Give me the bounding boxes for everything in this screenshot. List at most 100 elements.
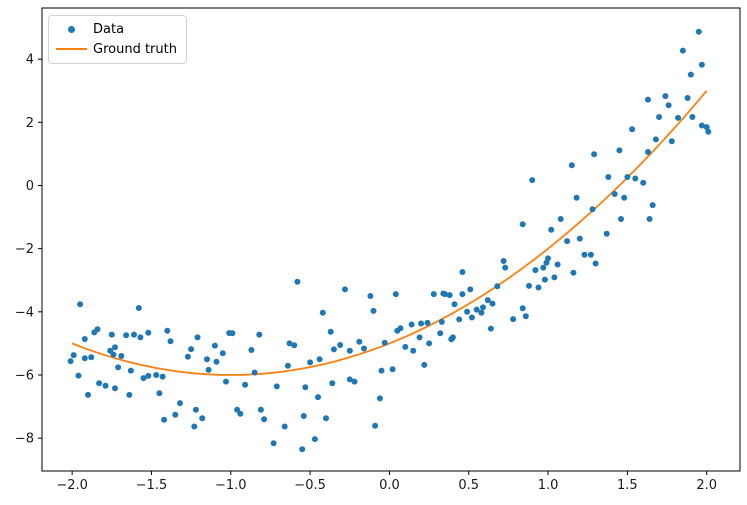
scatter-point — [356, 338, 363, 345]
scatter-point — [421, 361, 428, 368]
scatter-point — [286, 340, 293, 347]
y-tick-label: 0 — [26, 179, 34, 194]
scatter-point — [424, 319, 431, 326]
scatter-point — [408, 321, 415, 328]
scatter-point — [294, 278, 301, 285]
scatter-point — [689, 114, 696, 120]
scatter-point — [81, 355, 88, 362]
scatter-point — [145, 329, 152, 336]
scatter-point — [618, 216, 624, 222]
scatter-point — [299, 446, 306, 453]
legend-marker-area — [49, 25, 93, 33]
scatter-point — [234, 406, 241, 413]
scatter-point — [573, 194, 580, 201]
scatter-point — [587, 251, 594, 258]
scatter-point — [541, 276, 548, 283]
scatter-point — [94, 326, 101, 333]
scatter-point — [451, 301, 458, 308]
scatter-point — [568, 162, 575, 169]
scatter-point — [145, 372, 152, 379]
scatter-point — [487, 325, 494, 332]
scatter-point — [426, 340, 433, 347]
scatter-point — [570, 269, 577, 276]
legend: Data Ground truth — [48, 15, 187, 64]
scatter-point — [330, 346, 337, 353]
scatter-point — [621, 194, 628, 201]
scatter-point — [410, 347, 417, 354]
scatter-point — [652, 136, 659, 143]
scatter-point — [204, 356, 210, 363]
scatter-point — [118, 353, 125, 359]
x-tick-label: −1.5 — [136, 478, 168, 493]
scatter-point — [605, 174, 612, 180]
scatter-point — [381, 339, 388, 346]
scatter-point — [624, 174, 631, 180]
scatter-point — [75, 372, 82, 379]
scatter-point — [342, 286, 348, 293]
scatter-point — [698, 122, 705, 129]
scatter-point — [529, 177, 536, 184]
scatter-point — [77, 301, 84, 308]
scatter-point — [679, 47, 686, 54]
legend-item-ground-truth: Ground truth — [49, 41, 180, 57]
scatter-point — [392, 291, 399, 298]
scatter-point — [367, 293, 374, 299]
scatter-point — [519, 305, 526, 312]
scatter-point — [307, 359, 314, 366]
legend-label-ground-truth: Ground truth — [93, 41, 177, 57]
y-tick-label: −6 — [15, 368, 34, 383]
scatter-point — [184, 353, 191, 360]
scatter-point — [554, 261, 561, 268]
scatter-point — [316, 356, 323, 363]
scatter-point — [668, 138, 675, 145]
scatter-point — [361, 345, 367, 352]
scatter-point — [85, 391, 91, 398]
y-axis-ticks: −8 −6 −4 −2 0 2 4 — [15, 53, 42, 447]
scatter-point — [81, 336, 88, 342]
scatter-point — [115, 364, 122, 371]
scatter-point — [257, 406, 264, 413]
scatter-point — [167, 338, 174, 345]
scatter-point — [665, 102, 672, 109]
scatter-point — [112, 385, 118, 392]
scatter-point — [237, 410, 244, 417]
scatter-point — [494, 283, 501, 290]
scatter-point — [603, 230, 610, 237]
scatter-point — [329, 380, 336, 387]
scatter-point — [581, 251, 588, 258]
scatter-point — [302, 384, 309, 391]
scatter-point — [213, 358, 220, 365]
scatter-point — [551, 274, 558, 281]
scatter-point — [211, 342, 218, 349]
scatter-point — [191, 423, 198, 430]
scatter-point — [248, 347, 255, 353]
scatter-point — [194, 334, 201, 341]
scatter-point — [576, 235, 583, 242]
scatter-point — [545, 255, 551, 262]
scatter-point — [437, 330, 444, 337]
scatter-point — [656, 114, 663, 120]
scatter-point — [67, 358, 74, 365]
scatter-point — [323, 415, 329, 422]
scatter-point — [468, 314, 475, 321]
scatter-point — [645, 96, 651, 103]
scatter-point — [284, 362, 291, 369]
scatter-point — [188, 346, 195, 353]
x-tick-label: 1.5 — [617, 478, 638, 493]
scatter-point — [229, 330, 236, 337]
y-tick-label: −4 — [15, 305, 34, 320]
scatter-point — [402, 343, 409, 350]
scatter-point — [219, 350, 226, 357]
x-axis-ticks: −2.0 −1.5 −1.0 −0.5 0.0 0.5 1.0 1.5 2.0 — [56, 471, 717, 493]
scatter-point — [389, 366, 396, 373]
scatter-point — [632, 175, 639, 182]
scatter-point — [123, 332, 130, 339]
scatter-point — [376, 395, 383, 402]
scatter-point — [291, 342, 298, 349]
scatter-point — [440, 290, 447, 297]
scatter-point — [102, 382, 109, 389]
scatter-point — [96, 380, 103, 387]
ground-truth-line-marker-icon — [55, 47, 87, 51]
scatter-point — [140, 375, 147, 382]
scatter-point — [416, 334, 423, 341]
